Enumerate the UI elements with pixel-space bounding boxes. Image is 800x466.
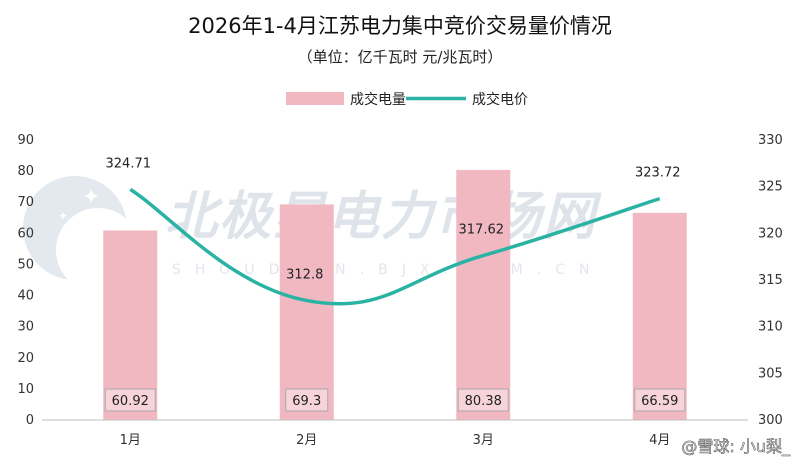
y-right-tick-label: 315	[758, 273, 783, 288]
volume-bar	[456, 169, 511, 420]
volume-bar	[279, 204, 334, 420]
price-data-label: 323.72	[635, 166, 681, 181]
y-left-tick-label: 90	[17, 133, 34, 148]
price-data-label: 312.8	[286, 268, 323, 283]
corner-watermark: @雪球: 小u梨_	[681, 437, 791, 457]
legend-swatch-volume	[286, 92, 344, 105]
y-right-tick-label: 325	[758, 180, 783, 195]
watermark-text: 北极星电力市场网	[165, 187, 602, 247]
y-left-tick-label: 70	[17, 195, 34, 210]
line-labels: 324.71 312.8 317.62 323.72	[106, 156, 681, 282]
volume-data-label: 80.38	[465, 394, 502, 409]
price-data-label: 317.62	[459, 223, 505, 238]
chart-subtitle: （单位：亿千瓦时 元/兆瓦时）	[298, 48, 503, 66]
y-right-tick-label: 310	[758, 320, 783, 335]
volume-label-box	[104, 388, 156, 412]
y-left-tick-label: 60	[17, 226, 34, 241]
x-tick-label: 1月	[120, 433, 141, 448]
price-line	[129, 187, 661, 306]
volume-data-label: 66.59	[641, 394, 678, 409]
y-left-tick-label: 0	[26, 413, 34, 428]
volume-bar	[103, 230, 158, 420]
price-data-label: 324.71	[106, 156, 152, 171]
bar-labels: 60.92 69.3 80.38 66.59	[104, 388, 686, 412]
y-left-tick-label: 10	[17, 382, 34, 397]
y-left-tick-label: 80	[17, 164, 34, 179]
y-left-tick-label: 30	[17, 320, 34, 335]
chart-title: 2026年1-4月江苏电力集中竞价交易量价情况	[188, 14, 612, 38]
y-left-tick-label: 50	[17, 257, 34, 272]
y-axis-left: 0 10 20 30 40 50 60 70 80 90	[17, 133, 34, 428]
x-tick-label: 3月	[473, 433, 494, 448]
bar-series	[103, 169, 687, 420]
y-left-tick-label: 20	[17, 351, 34, 366]
y-axis-right: 300 305 310 315 320 325 330	[758, 133, 783, 428]
legend-label-volume: 成交电量	[350, 91, 406, 108]
volume-bar	[632, 212, 687, 420]
volume-label-box	[634, 388, 686, 412]
legend-label-price: 成交电价	[472, 91, 528, 108]
star-icon: ✦	[82, 185, 100, 210]
x-tick-label: 4月	[649, 433, 670, 448]
y-right-tick-label: 320	[758, 226, 783, 241]
volume-label-box	[285, 388, 329, 412]
volume-label-box	[457, 388, 509, 412]
y-right-tick-label: 305	[758, 366, 783, 381]
y-right-tick-label: 330	[758, 133, 783, 148]
svg-text:✦: ✦	[58, 209, 68, 223]
volume-data-label: 60.92	[112, 394, 149, 409]
y-left-tick-label: 40	[17, 289, 34, 304]
y-right-tick-label: 300	[758, 413, 783, 428]
legend: 成交电量 成交电价	[286, 91, 528, 108]
x-tick-label: 2月	[296, 433, 317, 448]
volume-data-label: 69.3	[292, 394, 321, 409]
x-axis: 1月 2月 3月 4月	[120, 433, 671, 448]
